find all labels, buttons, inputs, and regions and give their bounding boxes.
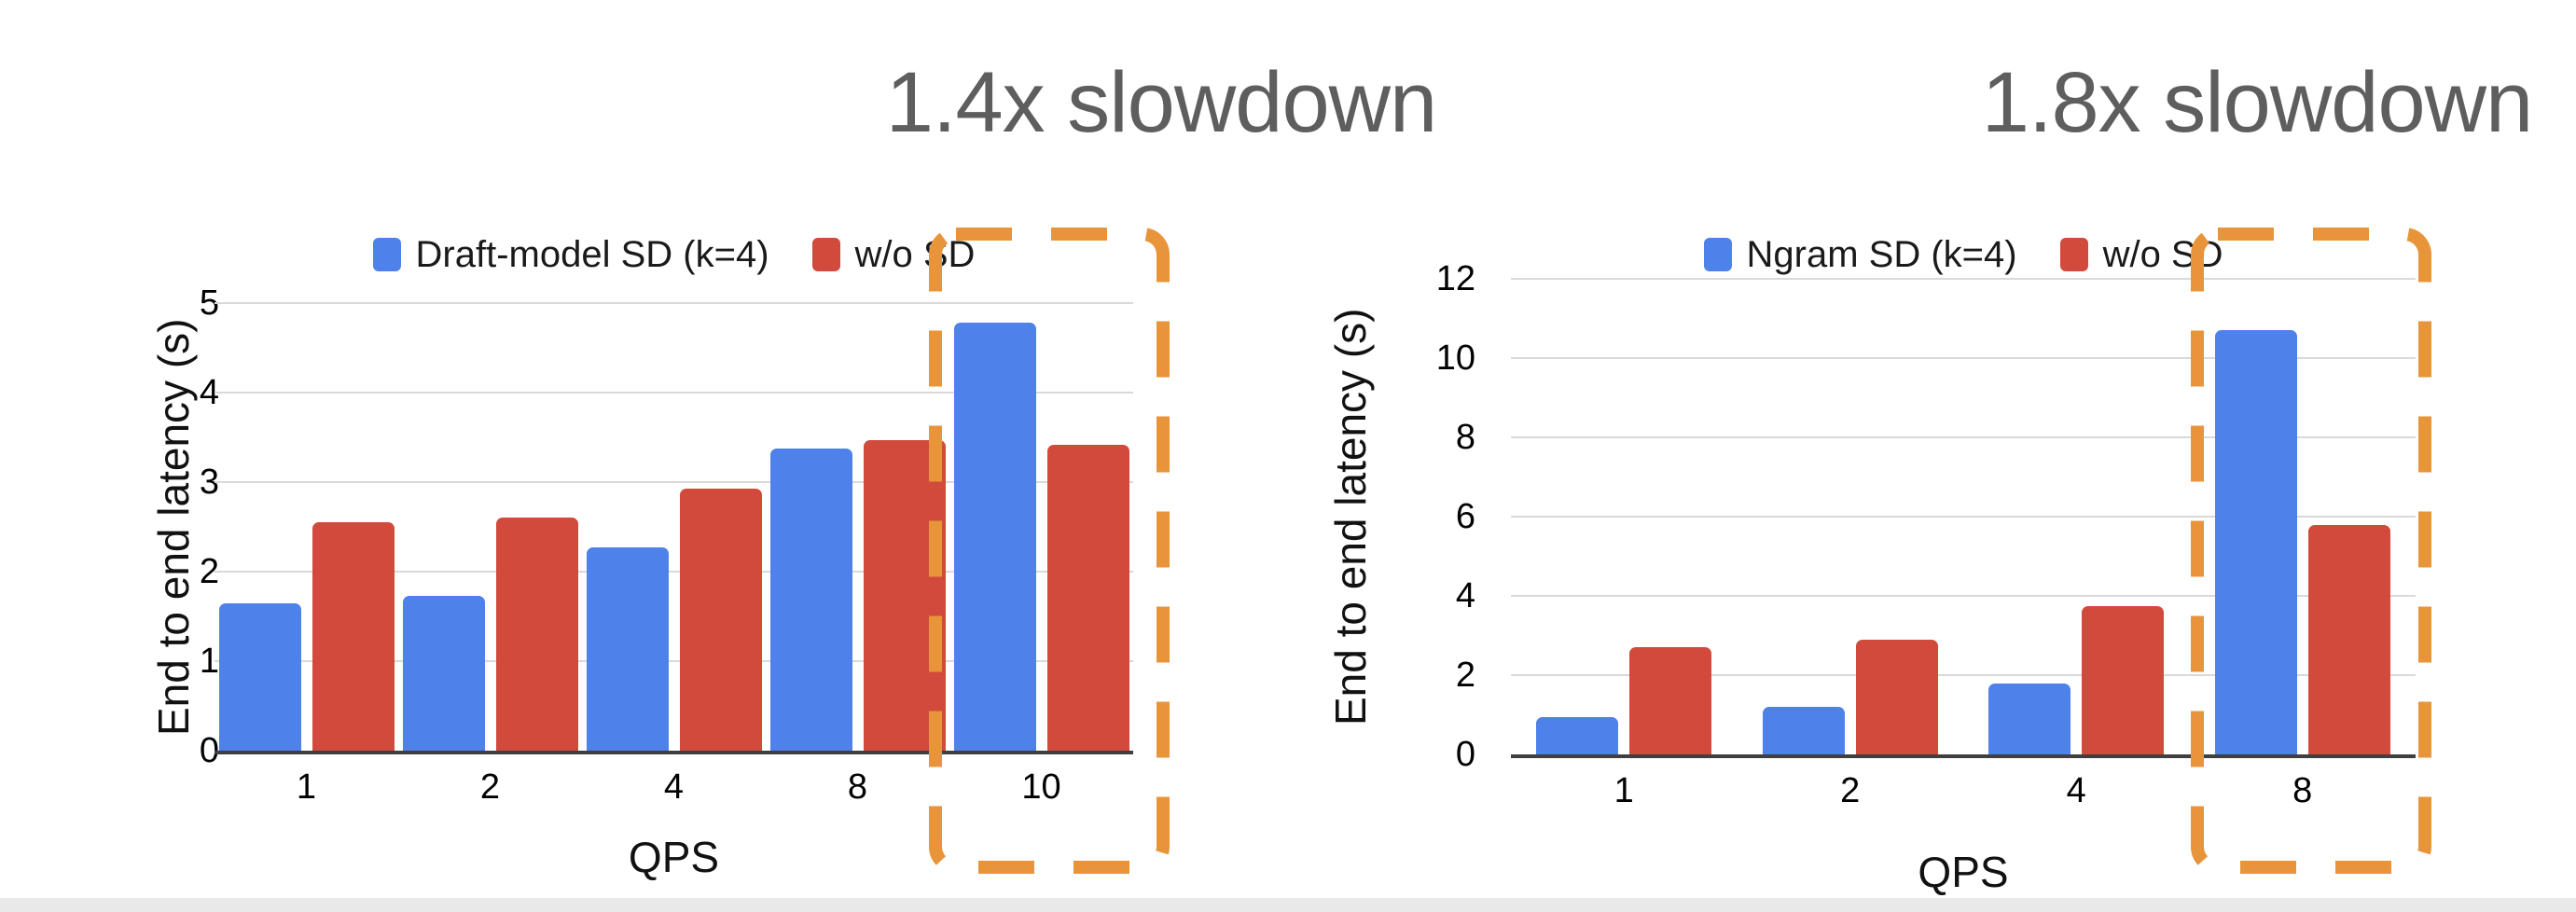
bar-draft-model-sd-k-4-qps-4 — [586, 547, 669, 751]
bar-group-qps-1: 1 — [1535, 279, 1712, 810]
legend-swatch-icon — [811, 238, 840, 271]
gridline-y-4 — [1511, 595, 2416, 597]
bar-w-o-sd-qps-8 — [863, 439, 946, 751]
y-tick-label-4: 4 — [199, 373, 219, 412]
legend-label: Ngram SD (k=4) — [1746, 233, 2017, 275]
y-tick-label-12: 12 — [1435, 259, 1475, 298]
bar-ngram-sd-k-4-qps-8 — [2214, 330, 2297, 754]
x-tick-label-1: 1 — [1613, 771, 1634, 810]
gridline-y-2 — [1511, 674, 2416, 676]
bar-w-o-sd-qps-1 — [1629, 647, 1712, 754]
bar-draft-model-sd-k-4-qps-8 — [769, 448, 852, 751]
highlight-dashed-box-qps-10 — [929, 228, 1170, 874]
highlight-dashed-box-qps-8 — [2191, 228, 2431, 874]
gridline-y-3 — [215, 481, 1133, 483]
bar-group-qps-10: 10 — [953, 303, 1130, 807]
bar-ngram-sd-k-4-qps-2 — [1762, 707, 1845, 754]
bar-draft-model-sd-k-4-qps-2 — [402, 595, 485, 751]
bar-draft-model-sd-k-4-qps-1 — [218, 602, 301, 751]
bar-group-qps-8: 8 — [769, 303, 947, 807]
bar-group-qps-2: 2 — [1762, 279, 1939, 810]
legend-swatch-icon — [1703, 238, 1732, 271]
bar-group-qps-8: 8 — [2214, 279, 2391, 810]
plot-area: 1 2 4 8 — [1511, 278, 2416, 810]
draft-model-sd-chart: Draft-model SD (k=4) w/o SD End to end la… — [84, 214, 1315, 912]
left-slowdown-annotation: 1.4x slowdown — [885, 55, 1437, 150]
y-tick-label-2: 2 — [199, 552, 219, 591]
bar-ngram-sd-k-4-qps-4 — [1988, 683, 2071, 754]
gridline-y-6 — [1511, 516, 2416, 518]
bar-group-qps-1: 1 — [218, 303, 395, 807]
bar-groups: 1 2 4 8 10 — [215, 303, 1133, 807]
y-tick-label-0: 0 — [199, 731, 219, 770]
x-tick-label-8: 8 — [2292, 771, 2313, 810]
x-tick-label-2: 2 — [479, 767, 501, 807]
legend-label: w/o SD — [854, 233, 976, 275]
x-tick-label-1: 1 — [296, 767, 317, 807]
bar-group-qps-4: 4 — [586, 303, 763, 807]
bar-draft-model-sd-k-4-qps-10 — [953, 323, 1036, 751]
y-tick-label-8: 8 — [1455, 418, 1475, 457]
y-tick-label-4: 4 — [1455, 576, 1475, 615]
bar-w-o-sd-qps-4 — [2082, 605, 2165, 754]
y-tick-label-0: 0 — [1455, 735, 1475, 774]
y-tick-label-2: 2 — [1455, 656, 1475, 695]
x-tick-label-4: 4 — [663, 767, 685, 807]
legend-item-w-o-sd: w/o SD — [811, 233, 976, 276]
legend-item-draft-model-sd-k-4: Draft-model SD (k=4) — [372, 233, 769, 276]
gridline-y-2 — [215, 571, 1133, 573]
x-tick-label-4: 4 — [2066, 771, 2086, 810]
bar-w-o-sd-qps-4 — [679, 488, 762, 751]
y-tick-label-6: 6 — [1455, 497, 1475, 536]
gridline-y-8 — [1511, 436, 2416, 438]
right-slowdown-annotation: 1.8x slowdown — [1981, 55, 2533, 150]
bar-w-o-sd-qps-2 — [1855, 639, 1938, 754]
y-tick-label-3: 3 — [199, 463, 219, 502]
y-axis-title: End to end latency (s) — [1326, 308, 1375, 725]
bar-w-o-sd-qps-10 — [1046, 444, 1129, 751]
bar-group-qps-2: 2 — [402, 303, 579, 807]
y-tick-label-10: 10 — [1435, 339, 1475, 378]
bar-w-o-sd-qps-8 — [2307, 524, 2390, 754]
gridline-y-12 — [1511, 278, 2416, 280]
x-axis-title: QPS — [628, 833, 720, 881]
bar-groups: 1 2 4 8 — [1511, 279, 2416, 810]
bar-group-qps-4: 4 — [1987, 279, 2165, 810]
legend-swatch-icon — [372, 238, 401, 271]
plot-area: 1 2 4 8 10 — [215, 302, 1133, 807]
x-tick-label-10: 10 — [1021, 767, 1061, 807]
legend-item-ngram-sd-k-4: Ngram SD (k=4) — [1703, 233, 2017, 276]
legend: Draft-model SD (k=4) w/o SD — [215, 231, 1133, 278]
bar-w-o-sd-qps-1 — [312, 522, 395, 751]
x-tick-label-8: 8 — [847, 767, 868, 807]
gridline-y-5 — [215, 302, 1133, 304]
y-tick-label-5: 5 — [199, 283, 219, 323]
bar-ngram-sd-k-4-qps-1 — [1536, 716, 1619, 754]
legend-swatch-icon — [2059, 238, 2088, 271]
y-axis-ticks: 0 1 2 3 4 5 — [135, 285, 219, 768]
x-axis-title: QPS — [1918, 848, 2009, 896]
gridline-y-10 — [1511, 357, 2416, 359]
bar-w-o-sd-qps-2 — [495, 518, 578, 751]
slide-bottom-strip — [0, 898, 2576, 912]
gridline-y-4 — [215, 392, 1133, 394]
y-tick-label-1: 1 — [199, 642, 219, 681]
x-tick-label-2: 2 — [1840, 771, 1861, 810]
ngram-sd-chart: Ngram SD (k=4) w/o SD End to end latency … — [1287, 214, 2576, 912]
gridline-y-1 — [215, 660, 1133, 662]
legend-label: Draft-model SD (k=4) — [415, 233, 769, 275]
y-axis-ticks: 0 2 4 6 8 10 12 — [1397, 261, 1475, 772]
